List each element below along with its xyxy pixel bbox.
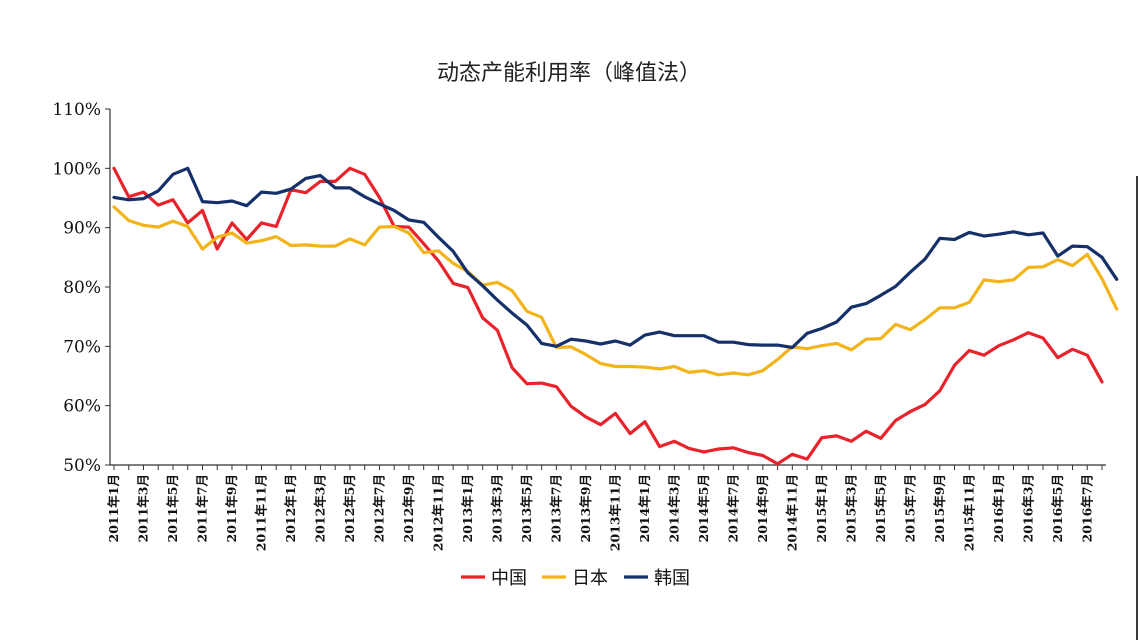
x-tick-label: 2011年7月 <box>194 474 209 543</box>
chart-title: 动态产能利用率（峰值法） <box>437 61 701 86</box>
x-tick-label: 2015年5月 <box>873 474 888 543</box>
x-tick-label: 2012年7月 <box>371 474 386 543</box>
legend-label-2: 韩国 <box>654 568 690 589</box>
x-tick-label: 2015年9月 <box>932 474 947 543</box>
x-tick-label: 2013年1月 <box>460 474 475 543</box>
y-tick-label: 70% <box>63 337 101 357</box>
x-tick-label: 2011年5月 <box>165 474 180 543</box>
series-line-0 <box>112 166 1104 466</box>
y-tick-label: 100% <box>52 159 101 179</box>
x-tick-label: 2014年5月 <box>696 474 711 543</box>
x-tick-label: 2013年9月 <box>578 474 593 543</box>
x-tick-label: 2011年9月 <box>224 474 239 543</box>
x-tick-label: 2013年3月 <box>489 474 504 543</box>
x-axis: 2011年1月 2011年3月 2011年5月 2011年7月 2011年9月 2011年… <box>106 464 1106 551</box>
x-tick-label: 2011年1月 <box>106 474 121 543</box>
y-tick-label: 50% <box>63 456 101 476</box>
legend: 中国 日本 韩国 <box>461 568 690 589</box>
x-tick-label: 2013年5月 <box>519 474 534 543</box>
edge-divider <box>1136 176 1138 640</box>
x-tick-label: 2012年5月 <box>342 474 357 543</box>
x-tick-label: 2014年3月 <box>666 474 681 543</box>
x-tick-label: 2012年11月 <box>430 474 445 551</box>
x-tick-label: 2011年3月 <box>135 474 150 543</box>
x-tick-label: 2016年5月 <box>1050 474 1065 543</box>
series-line-2 <box>112 166 1119 350</box>
y-tick-label: 80% <box>63 278 101 298</box>
y-tick-label: 110% <box>52 100 101 120</box>
x-tick-label: 2012年1月 <box>283 474 298 543</box>
x-tick-label: 2015年11月 <box>961 474 976 551</box>
y-axis: 50% 60% 70% 80% 90% 100% 110% <box>52 100 111 476</box>
x-tick-label: 2013年7月 <box>548 474 563 543</box>
plot-area <box>112 166 1119 466</box>
x-tick-label: 2013年11月 <box>607 474 622 551</box>
x-tick-label: 2015年3月 <box>843 474 858 543</box>
x-tick-label: 2014年9月 <box>755 474 770 543</box>
legend-label-0: 中国 <box>491 568 527 589</box>
x-tick-label: 2014年11月 <box>784 474 799 551</box>
x-tick-label: 2012年9月 <box>401 474 416 543</box>
x-tick-label: 2016年7月 <box>1079 474 1094 543</box>
x-tick-label: 2016年1月 <box>991 474 1006 543</box>
x-tick-label: 2011年11月 <box>253 474 268 551</box>
x-tick-label: 2015年7月 <box>902 474 917 543</box>
y-tick-label: 60% <box>63 397 101 417</box>
y-tick-label: 90% <box>63 219 101 239</box>
x-tick-label: 2014年1月 <box>637 474 652 543</box>
x-tick-label: 2015年1月 <box>814 474 829 543</box>
x-tick-label: 2014年7月 <box>725 474 740 543</box>
x-tick-label: 2016年3月 <box>1020 474 1035 543</box>
series-line-1 <box>112 205 1119 377</box>
x-tick-label: 2012年3月 <box>312 474 327 543</box>
legend-label-1: 日本 <box>572 568 608 589</box>
